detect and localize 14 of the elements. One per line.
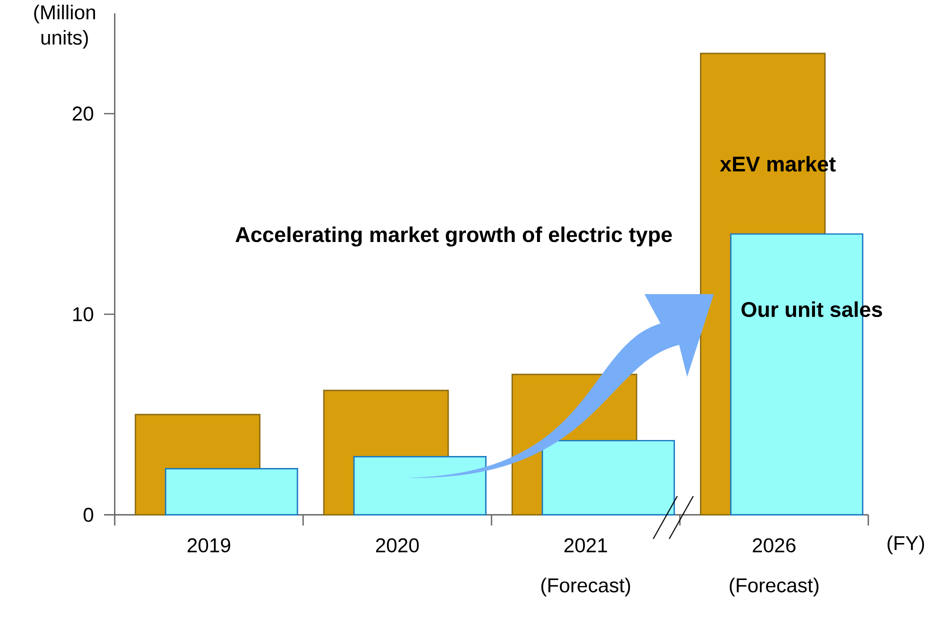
- bar: [353, 456, 487, 516]
- bar: [164, 468, 298, 516]
- annotation: Accelerating market growth of electric type: [236, 226, 672, 247]
- y-tick-label: 10: [73, 307, 94, 322]
- category-label: 2026 (Forecast): [730, 538, 818, 597]
- x-tick-label: 2019: [188, 538, 230, 553]
- series-label: Our unit sales: [742, 302, 882, 318]
- x-tick-label: 2020: [376, 538, 419, 553]
- y-tick-label: 20: [72, 106, 94, 121]
- bar: [542, 440, 675, 516]
- y-axis-title: (Million units): [34, 4, 96, 49]
- x-axis-title: (FY): [888, 536, 924, 554]
- y-tick-label: 0: [84, 508, 94, 522]
- category-label: 2021 (Forecast): [541, 538, 630, 597]
